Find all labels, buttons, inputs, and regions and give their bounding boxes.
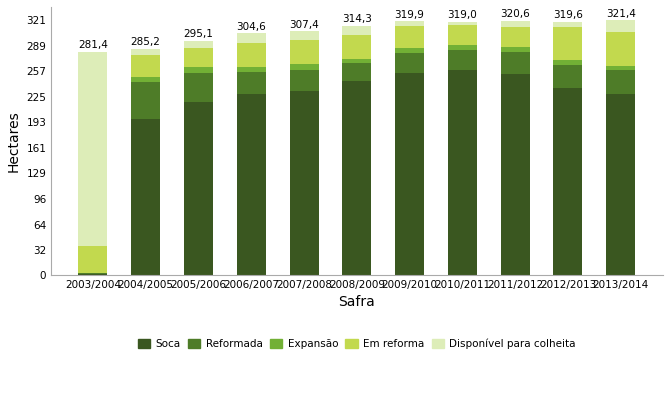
Bar [500, 74, 530, 276]
Bar [342, 63, 371, 81]
Text: 314,3: 314,3 [342, 14, 372, 24]
Bar [131, 55, 160, 77]
Bar [448, 70, 477, 276]
X-axis label: Safra: Safra [338, 295, 375, 309]
Bar [237, 34, 266, 43]
Bar [553, 60, 582, 65]
Bar [395, 26, 424, 48]
Bar [448, 25, 477, 45]
Bar [184, 73, 213, 102]
Bar [395, 21, 424, 26]
Bar [184, 41, 213, 48]
Text: 321,4: 321,4 [606, 8, 636, 18]
Text: 319,6: 319,6 [553, 10, 583, 20]
Bar [342, 26, 371, 35]
Bar [606, 32, 635, 66]
Text: 295,1: 295,1 [184, 30, 214, 40]
Bar [289, 91, 318, 276]
Bar [184, 67, 213, 73]
Legend: Soca, Reformada, Expansão, Em reforma, Disponível para colheita: Soca, Reformada, Expansão, Em reforma, D… [133, 334, 580, 353]
Y-axis label: Hectares: Hectares [7, 110, 21, 172]
Bar [289, 31, 318, 40]
Bar [289, 40, 318, 64]
Text: 319,0: 319,0 [448, 10, 477, 20]
Bar [131, 49, 160, 55]
Bar [78, 52, 107, 246]
Bar [184, 48, 213, 67]
Bar [131, 82, 160, 119]
Bar [395, 73, 424, 276]
Bar [606, 70, 635, 94]
Bar [342, 35, 371, 58]
Bar [131, 77, 160, 82]
Bar [237, 66, 266, 72]
Bar [237, 72, 266, 94]
Bar [553, 88, 582, 276]
Bar [237, 94, 266, 276]
Bar [553, 65, 582, 88]
Text: 307,4: 307,4 [289, 20, 319, 30]
Bar [78, 274, 107, 276]
Bar [184, 102, 213, 276]
Bar [500, 52, 530, 74]
Bar [448, 22, 477, 25]
Bar [448, 45, 477, 50]
Text: 319,9: 319,9 [395, 10, 425, 20]
Bar [500, 27, 530, 48]
Text: 285,2: 285,2 [131, 37, 161, 47]
Bar [500, 21, 530, 27]
Bar [606, 20, 635, 32]
Bar [78, 246, 107, 273]
Text: 304,6: 304,6 [237, 22, 266, 32]
Bar [553, 22, 582, 27]
Bar [553, 27, 582, 60]
Bar [606, 66, 635, 70]
Bar [342, 81, 371, 276]
Bar [395, 53, 424, 73]
Text: 320,6: 320,6 [500, 9, 530, 19]
Text: 281,4: 281,4 [78, 40, 108, 50]
Bar [289, 70, 318, 91]
Bar [500, 48, 530, 52]
Bar [131, 119, 160, 276]
Bar [289, 64, 318, 70]
Bar [342, 58, 371, 63]
Bar [395, 48, 424, 53]
Bar [606, 94, 635, 276]
Bar [448, 50, 477, 70]
Bar [237, 43, 266, 66]
